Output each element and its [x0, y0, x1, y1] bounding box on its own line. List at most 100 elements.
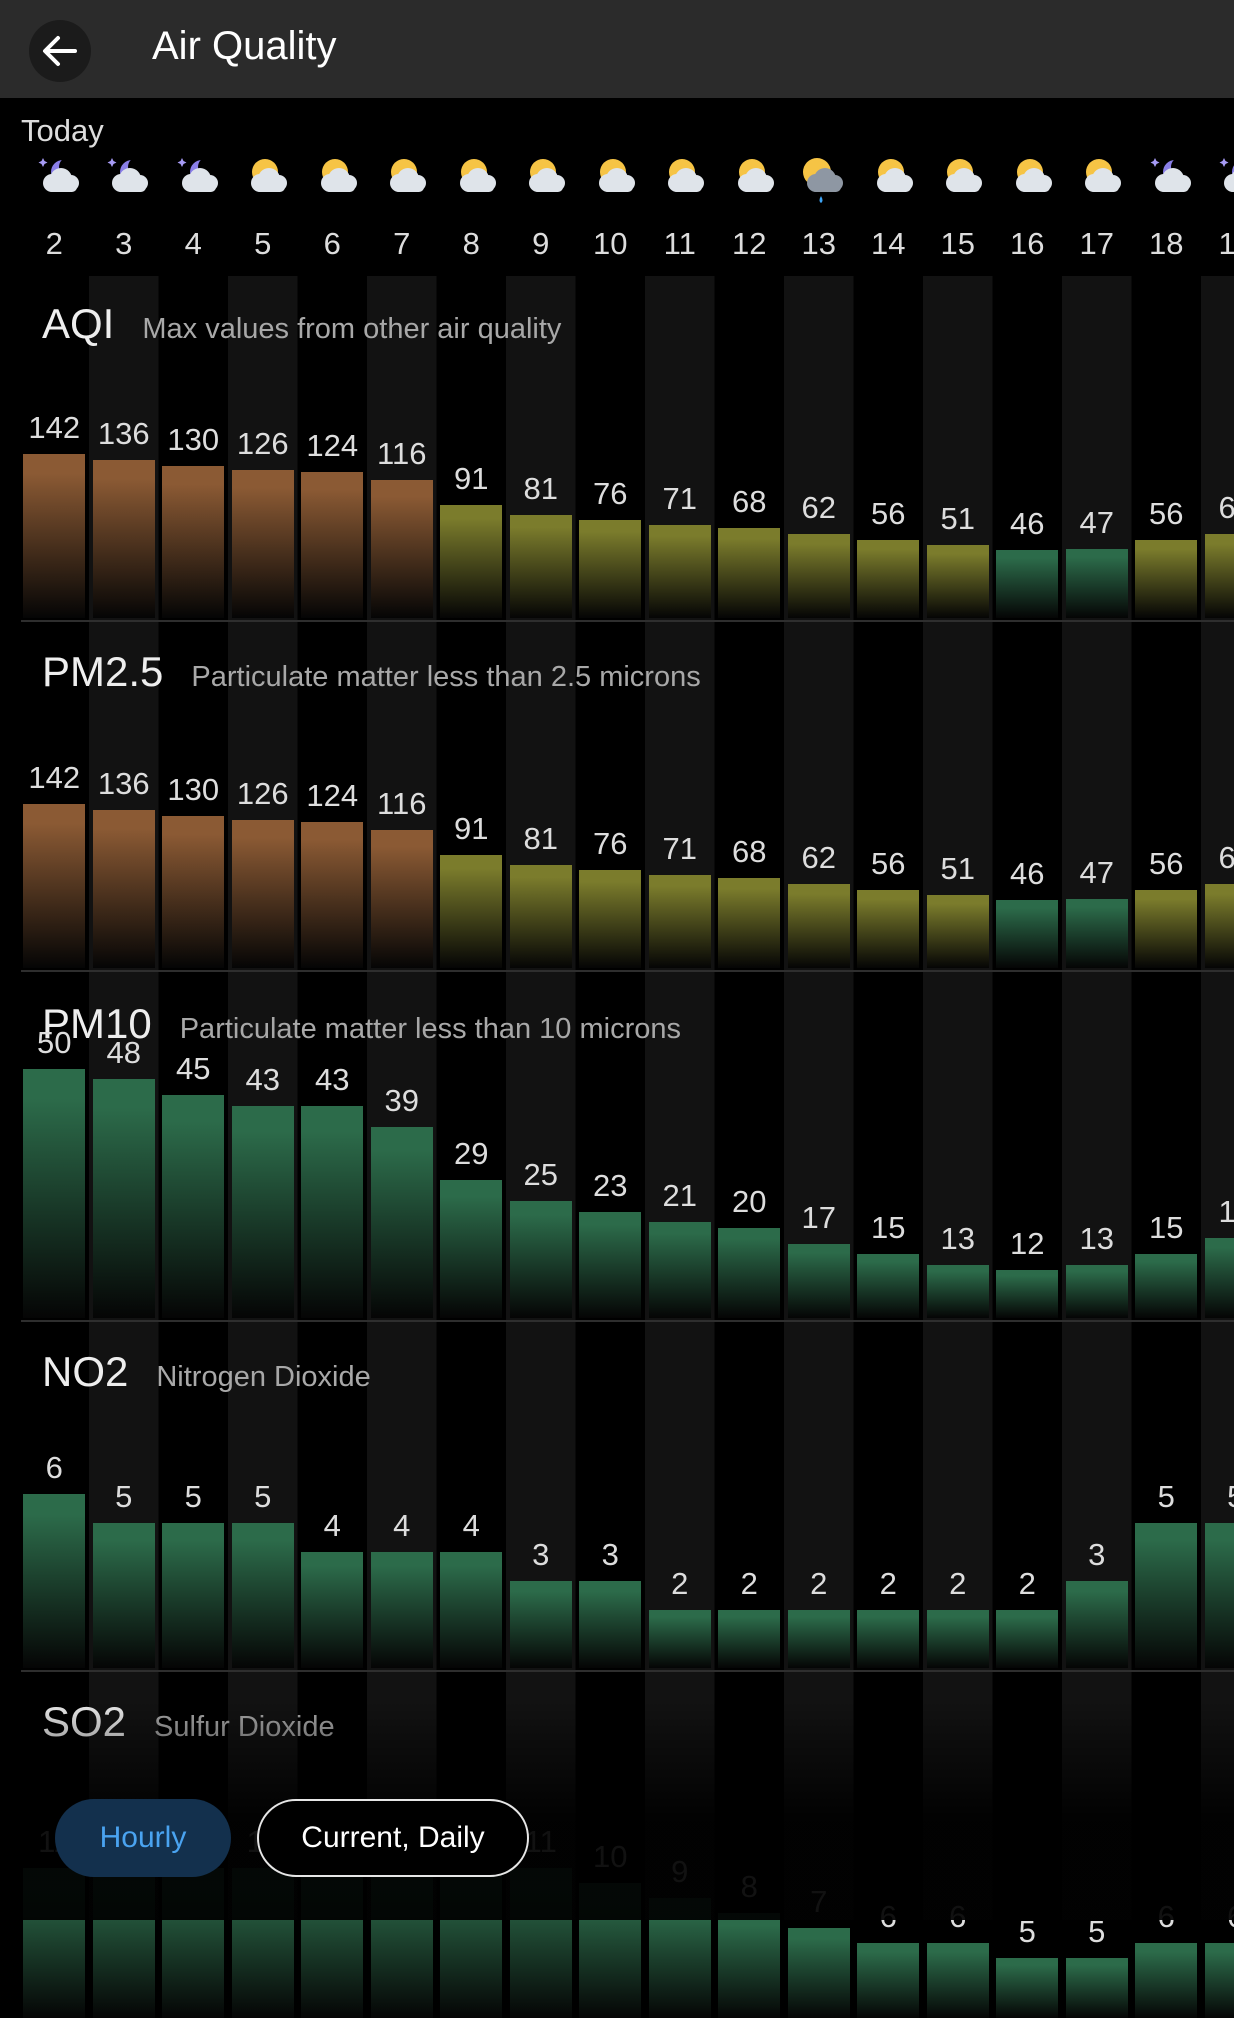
pm10-bar: [440, 1179, 503, 1318]
no2-bar: [1204, 1523, 1234, 1668]
hour-column: 10: [576, 152, 646, 262]
aqi-value-label: 51: [940, 501, 975, 536]
no2-value-label: 5: [115, 1479, 133, 1514]
hour-column: 5: [228, 152, 298, 262]
hour-column: 13: [784, 152, 854, 262]
so2-bar: [926, 1943, 989, 2018]
no2-value-label: 3: [532, 1537, 550, 1572]
pm10-value-label: 48: [106, 1035, 141, 1071]
current-daily-tab-button[interactable]: Current, Daily: [257, 1799, 529, 1877]
so2-bar: [718, 1913, 781, 2018]
aqi-bar: [1065, 549, 1128, 618]
no2-value-label: 2: [1018, 1566, 1036, 1601]
pm25-value-label: 116: [377, 786, 427, 821]
aqi-bar: [92, 460, 155, 618]
hour-column: 8: [437, 152, 507, 262]
metric-name: AQI: [42, 300, 115, 347]
no2-value-label: 5: [184, 1479, 202, 1514]
metric-name: NO2: [42, 1348, 129, 1395]
pm10-bar: [1065, 1264, 1128, 1318]
hour-label: 13: [801, 226, 836, 261]
partly-cloudy-icon: [861, 152, 917, 206]
pm10-value-label: 20: [732, 1183, 767, 1219]
pm25-value-label: 142: [28, 760, 81, 795]
pm25-value-label: 51: [940, 851, 975, 886]
aqi-value-label: 56: [871, 496, 906, 531]
no2-bar: [92, 1523, 155, 1668]
aqi-bar: [996, 550, 1059, 618]
aqi-bar: [301, 472, 364, 618]
day-label: Today: [21, 113, 104, 148]
aqi-bar: [162, 466, 225, 618]
pm10-bar: [648, 1222, 711, 1318]
pm25-value-label: 56: [871, 846, 906, 881]
hour-column: 17: [1062, 152, 1132, 262]
back-button[interactable]: [29, 20, 91, 82]
partly-cloudy-icon: [444, 152, 500, 206]
pm10-bar: [1204, 1238, 1234, 1318]
app-bar: Air Quality: [0, 0, 1234, 98]
aqi-value-label: 126: [236, 426, 289, 461]
partly-cloudy-icon: [235, 152, 291, 206]
hour-label: 15: [940, 226, 975, 261]
partly-cloudy-icon: [583, 152, 639, 206]
pm25-value-label: 136: [97, 766, 150, 801]
night-partly-cloudy-icon: [1208, 152, 1234, 206]
pm25-bar: [787, 884, 850, 968]
aqi-bar: [787, 534, 850, 618]
pm10-bar: [23, 1068, 86, 1318]
pm25-header: PM2.5 Particulate matter less than 2.5 mi…: [42, 648, 701, 698]
so2-bar: [787, 1928, 850, 2018]
pm25-value-label: 56: [1149, 846, 1184, 881]
hour-column: 12: [715, 152, 785, 262]
pm25-bar: [857, 890, 920, 968]
hour-column: 16: [993, 152, 1063, 262]
aqi-value-label: 81: [523, 471, 558, 506]
aqi-value-label: 116: [377, 436, 427, 471]
hourly-tab-button[interactable]: Hourly: [55, 1799, 231, 1877]
no2-value-label: 4: [323, 1508, 341, 1543]
pm10-value-label: 29: [454, 1135, 489, 1171]
aqi-value-label: 71: [662, 481, 697, 516]
partly-cloudy-icon: [1069, 152, 1125, 206]
pm25-value-label: 91: [454, 811, 489, 846]
no2-value-label: 5: [1157, 1479, 1175, 1514]
hour-label: 16: [1010, 226, 1045, 261]
pm10-value-label: 45: [176, 1051, 211, 1087]
hour-label: 17: [1079, 226, 1114, 261]
pm10-bar: [92, 1079, 155, 1318]
pm25-value-label: 130: [167, 772, 220, 807]
hour-label: 2: [45, 226, 63, 261]
partly-cloudy-icon: [652, 152, 708, 206]
no2-value-label: 2: [740, 1566, 758, 1601]
no2-bar: [857, 1610, 920, 1668]
pm25-bar: [718, 878, 781, 968]
pm10-bar: [579, 1211, 642, 1318]
pm25-bar: [231, 820, 294, 968]
pm25-bar: [92, 810, 155, 968]
night-partly-cloudy-icon: [166, 152, 222, 206]
pm10-bar: [370, 1126, 433, 1318]
pm10-bar: [509, 1201, 572, 1318]
pm25-value-label: 71: [662, 831, 697, 866]
no2-bar: [23, 1494, 86, 1668]
hour-label: 8: [462, 226, 480, 261]
pm25-value-label: 124: [306, 778, 359, 813]
pm10-value-label: 13: [940, 1220, 975, 1256]
section-divider: [21, 1320, 1234, 1322]
hour-label: 6: [323, 226, 341, 261]
pm25-value-label: 46: [1010, 856, 1045, 891]
no2-bar: [231, 1523, 294, 1668]
aqi-header: AQI Max values from other air quality: [42, 300, 561, 350]
pm25-bar: [370, 830, 433, 968]
hour-label: 5: [254, 226, 272, 261]
aqi-value-label: 142: [28, 410, 81, 445]
so2-bar: [857, 1943, 920, 2018]
aqi-bar: [509, 515, 572, 618]
pm10-bar: [231, 1105, 294, 1318]
hour-column-stripe: [645, 276, 715, 1920]
hour-label: 10: [593, 226, 628, 261]
pm10-bar: [718, 1227, 781, 1318]
aqi-bar: [1135, 540, 1198, 618]
aqi-value-label: 62: [801, 490, 836, 525]
